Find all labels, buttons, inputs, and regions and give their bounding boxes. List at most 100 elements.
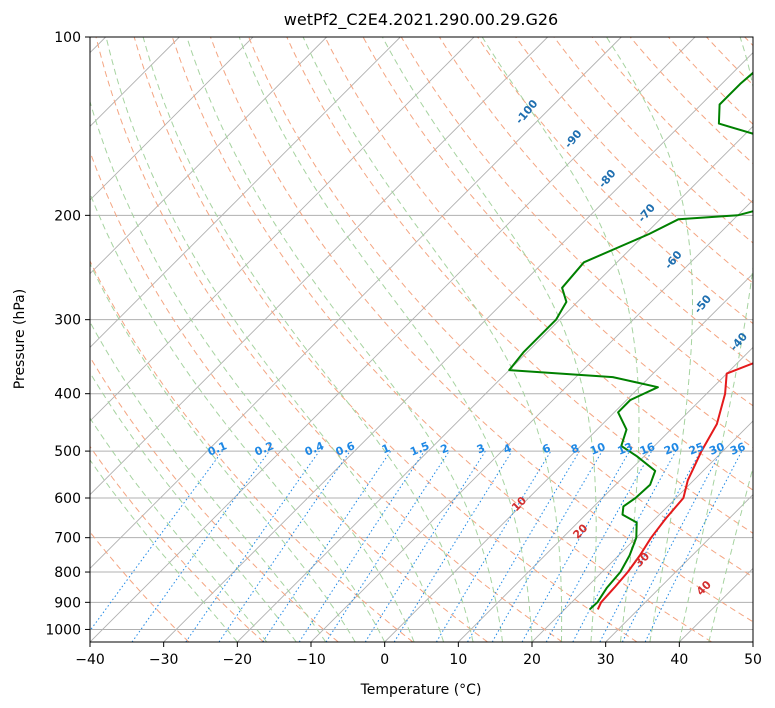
mixing-ratio-lines xyxy=(90,450,743,642)
isotherm-line xyxy=(605,494,753,642)
y-axis-ticks: 100 200 300 400 500 600 700 800 900 1000 xyxy=(45,30,90,638)
mixing-ratio-label: 2 xyxy=(439,441,451,456)
x-tick-label: 20 xyxy=(523,652,541,668)
x-tick-label: 0 xyxy=(380,652,389,668)
mixing-ratio-label: 30 xyxy=(707,440,726,458)
y-tick-label: 300 xyxy=(54,313,81,329)
dry-adiabat xyxy=(90,259,414,642)
x-tick-label: 50 xyxy=(744,652,762,668)
moist-adiabat xyxy=(381,37,597,642)
y-tick-label: 1000 xyxy=(45,622,81,638)
y-tick-label: 200 xyxy=(54,208,81,224)
mixing-ratio-label: 36 xyxy=(728,440,747,458)
mixing-ratio-label: 25 xyxy=(687,440,706,458)
isotherm-line xyxy=(90,37,254,201)
mixing-ratio-line xyxy=(185,450,320,642)
moist-adiabat xyxy=(90,262,356,642)
chart-title: wetPf2_C2E4.2021.290.00.29.G26 xyxy=(284,10,558,30)
x-axis-label: Temperature (°C) xyxy=(360,682,482,698)
moist-adiabat xyxy=(90,192,386,642)
y-tick-label: 700 xyxy=(54,531,81,547)
mixing-ratio-line xyxy=(644,450,743,642)
isotherm-line xyxy=(384,273,753,642)
dewpoint-profile xyxy=(508,71,753,611)
isobar-gridlines xyxy=(90,37,753,630)
plot-background xyxy=(90,37,753,642)
moist-adiabat xyxy=(90,417,268,642)
dry-adiabat xyxy=(248,37,753,578)
y-tick-label: 500 xyxy=(54,444,81,460)
moist-adiabat xyxy=(708,465,753,642)
y-tick-label: 400 xyxy=(54,387,81,403)
mixing-ratio-line xyxy=(325,450,450,642)
sounding-profiles xyxy=(508,71,753,611)
isotherm-line xyxy=(90,37,475,422)
moist-adiabat-label: -30 xyxy=(772,359,775,383)
isotherm-line xyxy=(90,37,548,496)
mixing-ratio-line xyxy=(545,450,653,642)
mixing-ratio-label: 3 xyxy=(475,441,487,456)
y-tick-label: 600 xyxy=(54,491,81,507)
moist-adiabat xyxy=(105,37,445,642)
mixing-ratio-line xyxy=(521,450,630,642)
mixing-ratio-line xyxy=(572,450,677,642)
x-axis-ticks: −40 −30 −20 −10 0 10 20 30 40 50 xyxy=(75,642,762,668)
x-tick-label: 10 xyxy=(449,652,467,668)
y-tick-label: 800 xyxy=(54,565,81,581)
dry-adiabat xyxy=(171,37,712,642)
moist-adiabat-lines xyxy=(90,37,753,642)
isotherm-line xyxy=(752,641,753,642)
mixing-ratio-line xyxy=(218,450,351,642)
y-axis-label: Pressure (hPa) xyxy=(12,289,28,389)
moist-adiabat xyxy=(678,37,753,642)
moist-adiabat xyxy=(90,99,415,642)
isotherm-line xyxy=(237,125,753,642)
dry-adiabat xyxy=(210,37,753,623)
dry-adiabat xyxy=(515,37,753,284)
isotherm-line xyxy=(90,37,327,275)
dry-adiabat xyxy=(90,356,339,642)
dry-adiabat xyxy=(324,37,753,491)
moist-adiabat xyxy=(90,459,238,642)
mixing-ratio-line xyxy=(131,450,270,642)
moist-adiabat xyxy=(481,37,640,642)
x-tick-label: −20 xyxy=(223,652,253,668)
isotherm-line xyxy=(163,52,753,642)
moist-adiabat xyxy=(90,371,297,642)
moist-adiabat xyxy=(606,37,693,642)
mixing-ratio-label: 8 xyxy=(569,441,581,456)
isotherm-line xyxy=(90,37,401,348)
x-tick-label: −30 xyxy=(149,652,179,668)
moist-adiabat xyxy=(238,37,533,642)
isotherm-line xyxy=(90,37,696,642)
dry-adiabat xyxy=(90,445,264,642)
y-tick-label: 100 xyxy=(54,30,81,46)
mixing-ratio-line xyxy=(90,450,223,632)
mixing-ratio-line xyxy=(262,450,392,642)
dry-adiabat xyxy=(95,37,563,642)
moist-adiabat xyxy=(186,37,503,642)
x-tick-label: −40 xyxy=(75,652,105,668)
isotherm-line xyxy=(531,420,753,642)
temperature-profile xyxy=(596,362,753,610)
isotherm-line xyxy=(90,37,622,569)
dry-adiabat xyxy=(133,37,638,642)
y-tick-label: 900 xyxy=(54,595,81,611)
mixing-ratio-label: 1 xyxy=(380,441,392,456)
moist-adiabat xyxy=(302,37,563,642)
plot-frame xyxy=(89,36,754,643)
mixing-ratio-line xyxy=(298,450,425,642)
mixing-ratio-label: 10 xyxy=(588,440,607,458)
moist-adiabat xyxy=(142,37,474,642)
isotherm-lines xyxy=(90,37,753,642)
mixing-ratio-label: 16 xyxy=(638,440,657,458)
mixing-ratio-label: 20 xyxy=(662,440,681,458)
x-tick-label: 30 xyxy=(597,652,615,668)
mixing-ratio-label: 13 xyxy=(616,440,635,458)
x-tick-label: −10 xyxy=(296,652,326,668)
isotherm-line xyxy=(458,346,753,642)
moist-adiabat xyxy=(90,321,327,642)
x-tick-label: 40 xyxy=(670,652,688,668)
mixing-ratio-line xyxy=(393,450,513,642)
